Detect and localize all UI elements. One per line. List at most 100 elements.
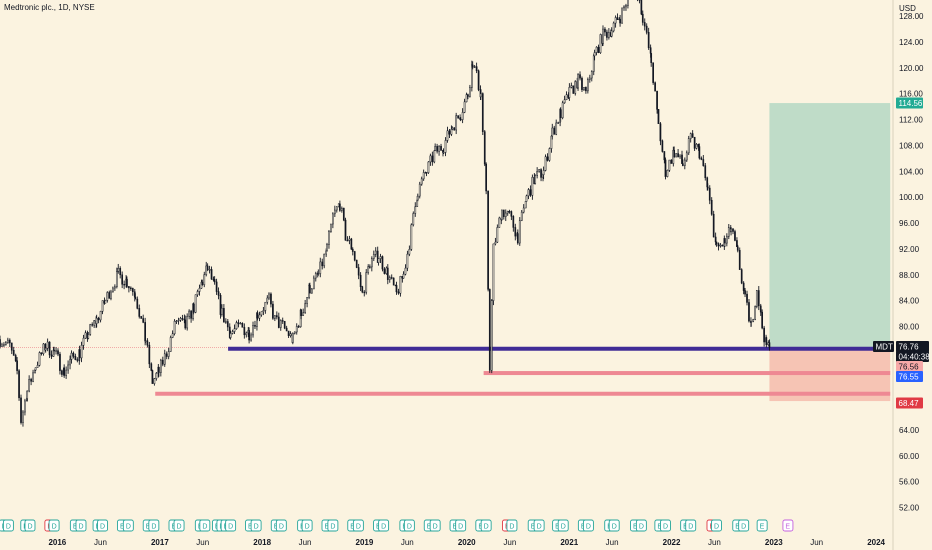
dividend-icon[interactable] [2, 519, 14, 532]
candle-body [22, 411, 24, 423]
candle-body [314, 273, 317, 279]
candle-body [70, 352, 73, 360]
candle-body [542, 170, 545, 175]
dividend-icon[interactable] [122, 519, 134, 532]
dividend-icon[interactable] [480, 519, 492, 532]
event-letter: E [735, 524, 740, 531]
dividend-icon[interactable] [97, 519, 109, 532]
candle-body [26, 390, 29, 400]
dividend-icon[interactable] [635, 519, 647, 532]
y-axis-tick-label: 88.00 [899, 271, 920, 280]
price-label-dark[interactable] [873, 340, 894, 352]
candle-body [155, 372, 158, 379]
dividend-icon[interactable] [24, 519, 36, 532]
dividend-icon[interactable] [301, 519, 313, 532]
dividend-icon[interactable] [403, 519, 415, 532]
candle-body [291, 332, 294, 343]
candle-body [198, 287, 201, 292]
candle-body [335, 206, 338, 211]
candle-body [342, 207, 345, 221]
dividend-icon[interactable] [327, 519, 339, 532]
candle-body [585, 87, 587, 92]
candle-body [270, 293, 272, 305]
support-zone[interactable] [228, 346, 891, 351]
candle-body [627, 0, 629, 6]
price-label-pink[interactable] [896, 360, 923, 372]
candle-body [448, 130, 451, 135]
dividend-icon[interactable] [557, 519, 569, 532]
dividend-icon[interactable] [75, 519, 87, 532]
dividend-icon[interactable] [738, 519, 750, 532]
candle-body [475, 66, 478, 72]
price-label-blue[interactable] [896, 370, 923, 382]
dividend-icon[interactable] [429, 519, 441, 532]
dividend-icon[interactable] [352, 519, 364, 532]
x-axis-tick-label: 2016 [48, 538, 66, 547]
dividend-icon[interactable] [48, 519, 60, 532]
candle-body [525, 195, 528, 202]
profit-zone[interactable] [769, 103, 891, 348]
x-axis-tick-label: Jun [810, 538, 823, 547]
dividend-icon[interactable] [275, 519, 287, 532]
candle-body [451, 127, 454, 130]
candle-body [754, 306, 756, 320]
dividend-icon[interactable] [506, 519, 518, 532]
earnings-icon[interactable] [756, 519, 768, 532]
price-label-stop[interactable] [896, 397, 923, 409]
dividend-icon[interactable] [660, 519, 671, 532]
dividend-icon[interactable] [378, 519, 390, 532]
candle-body [99, 311, 102, 321]
dividend-icon[interactable] [582, 519, 594, 532]
dividend-icon[interactable] [455, 519, 467, 532]
candle-body [490, 300, 493, 371]
candle-body [602, 28, 604, 44]
candle-body [126, 278, 128, 287]
candle-body [30, 379, 32, 382]
candle-body [321, 261, 324, 267]
dividend-icon[interactable] [148, 519, 160, 532]
candle-body [614, 17, 617, 24]
dividend-icon[interactable] [250, 519, 262, 532]
candle-body [719, 244, 722, 247]
event-letter: D [100, 524, 105, 531]
candle-body [151, 370, 154, 384]
x-axis-tick-label: 2024 [867, 538, 885, 547]
candle-body [654, 82, 656, 92]
candle-body [221, 308, 223, 315]
candle-body [442, 152, 445, 154]
dividend-icon[interactable] [533, 519, 545, 532]
horizontal-level[interactable] [155, 391, 891, 396]
horizontal-level[interactable] [483, 371, 891, 376]
dividend-icon[interactable] [608, 519, 620, 532]
candle-body [422, 172, 425, 180]
candle-body [287, 330, 290, 336]
price-label-text: 76.56 [899, 362, 920, 371]
candle-body [196, 291, 199, 296]
candle-body [36, 365, 39, 368]
candle-body [755, 290, 758, 307]
price-label-target[interactable] [896, 97, 923, 109]
candle-body [289, 333, 292, 336]
dividend-icon[interactable] [173, 519, 185, 532]
dividend-icon[interactable] [685, 519, 697, 532]
candle-body [351, 248, 354, 252]
earnings-icon[interactable] [782, 519, 794, 532]
dividend-icon[interactable] [199, 519, 211, 532]
candle-body [223, 308, 225, 323]
price-label-countdown[interactable] [896, 350, 929, 362]
y-axis-tick-label: 112.00 [899, 116, 923, 125]
candle-body [40, 352, 43, 355]
y-axis-tick-label: 96.00 [899, 219, 920, 228]
dividend-icon[interactable] [225, 519, 237, 532]
candle-body [724, 238, 726, 244]
candle-body [647, 32, 650, 48]
candle-body [548, 148, 551, 161]
dividend-icon[interactable] [711, 519, 722, 532]
y-axis-tick-label: 92.00 [899, 245, 920, 254]
candle-body [28, 379, 30, 392]
event-letter: D [688, 524, 693, 531]
event-letter: D [612, 524, 617, 531]
y-axis-tick-label: 104.00 [899, 167, 924, 176]
price-label-dark[interactable] [896, 340, 929, 352]
